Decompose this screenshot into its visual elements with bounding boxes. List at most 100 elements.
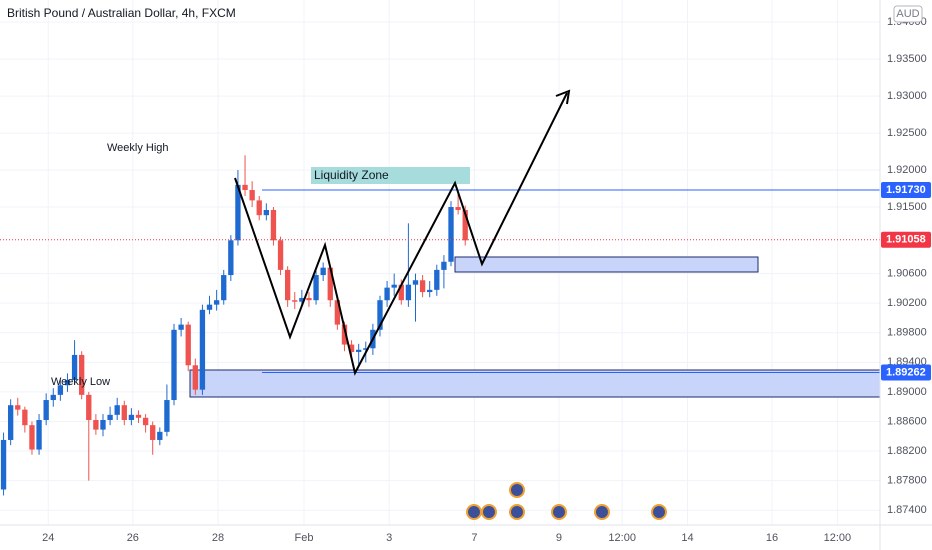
x-tick-label: 26 <box>127 532 139 544</box>
candle-body <box>128 414 135 420</box>
x-tick-label: 28 <box>212 532 224 544</box>
candle-body <box>171 329 177 401</box>
y-tick-label: 1.89000 <box>887 386 927 398</box>
candle-body <box>150 425 156 440</box>
candle-body <box>71 354 78 381</box>
x-tick-label: 3 <box>386 532 392 544</box>
candle-body <box>185 324 191 366</box>
candle-body <box>7 405 14 440</box>
x-tick-label: 24 <box>42 532 54 544</box>
candle-body <box>199 309 206 390</box>
y-tick-label: 1.92000 <box>887 164 927 176</box>
candle-body <box>270 210 277 241</box>
candle-body <box>412 280 419 285</box>
y-tick-label: 1.90600 <box>887 267 927 279</box>
candle-body <box>419 280 426 293</box>
candle-body <box>135 414 142 418</box>
y-tick-label: 1.93500 <box>887 53 927 65</box>
annotation: Liquidity Zone <box>314 168 389 182</box>
candle-body <box>93 420 99 430</box>
candle-body <box>107 414 113 420</box>
candle-body <box>391 284 397 288</box>
candle-body <box>384 287 390 301</box>
candle-body <box>43 400 49 420</box>
candle-body <box>455 207 461 210</box>
x-tick-label: 16 <box>766 532 778 544</box>
candle-body <box>263 210 270 216</box>
candle-body <box>242 184 248 191</box>
candle-body <box>206 304 213 310</box>
candle-body <box>277 240 284 270</box>
x-tick-label: 12:00 <box>608 532 636 544</box>
candle-body <box>306 297 312 301</box>
annotation: Weekly High <box>107 142 169 154</box>
candle-body <box>320 267 326 276</box>
candle-body <box>100 420 106 430</box>
candle-body <box>22 409 28 426</box>
event-icons <box>466 482 667 520</box>
candle-body <box>448 207 454 262</box>
candle-body <box>284 269 291 301</box>
y-tick-label: 1.92500 <box>887 127 927 139</box>
x-tick-label: 12:00 <box>824 532 852 544</box>
candle-body <box>334 300 341 325</box>
price-label-bg <box>881 231 931 248</box>
candle-body <box>462 210 468 241</box>
candle-body <box>256 200 262 216</box>
x-tick-label: 7 <box>471 532 477 544</box>
candle-body <box>363 348 369 350</box>
price-label-bg <box>881 182 931 199</box>
y-tick-label: 1.91500 <box>887 201 927 213</box>
chart-title: British Pound / Australian Dollar, 4h, F… <box>7 6 236 20</box>
price-label: 1.89262 <box>886 366 926 378</box>
candle-body <box>327 267 333 301</box>
candle-body <box>36 420 42 450</box>
price-label-bg <box>881 364 931 381</box>
price-label: 1.91058 <box>886 234 926 246</box>
candle-body <box>15 405 21 410</box>
candle-body <box>377 300 383 330</box>
candle-body <box>356 349 362 352</box>
projection-path <box>234 92 568 376</box>
candle-body <box>142 417 149 426</box>
candle-body <box>434 269 440 290</box>
candle-body <box>157 431 163 440</box>
candle-body <box>79 354 85 395</box>
candle-body <box>299 297 305 302</box>
annotation: Weekly Low <box>51 376 110 388</box>
candle-body <box>29 425 35 450</box>
candle-body <box>178 324 184 330</box>
candles <box>0 155 468 496</box>
candle-body <box>427 289 433 293</box>
candle-body <box>121 405 127 420</box>
candle-body <box>405 284 412 301</box>
candle-body <box>164 400 170 432</box>
candle-body <box>249 190 255 201</box>
price-lines <box>0 189 880 374</box>
y-tick-label: 1.88200 <box>887 445 927 457</box>
candle-body <box>292 300 298 302</box>
candle-body <box>114 405 120 415</box>
currency-badge <box>893 5 923 23</box>
y-tick-label: 1.90200 <box>887 297 927 309</box>
y-tick-label: 1.87400 <box>887 504 927 516</box>
currency-label: AUD <box>896 8 919 20</box>
candle-body <box>86 394 92 420</box>
candle-body <box>341 324 348 345</box>
demand-zone <box>454 256 759 273</box>
candle-body <box>398 284 404 301</box>
candle-body <box>0 439 7 490</box>
candle-body <box>57 385 64 395</box>
candle-body <box>221 275 227 301</box>
y-tick-label: 1.89800 <box>887 327 927 339</box>
candle-body <box>64 380 71 386</box>
support-zone <box>189 369 881 398</box>
y-tick-label: 1.87800 <box>887 475 927 487</box>
candle-body <box>213 300 220 305</box>
candle-body <box>348 344 355 352</box>
grid <box>0 0 880 525</box>
candle-body <box>235 184 241 241</box>
x-tick-label: Feb <box>295 532 314 544</box>
arrow-head <box>555 89 571 105</box>
